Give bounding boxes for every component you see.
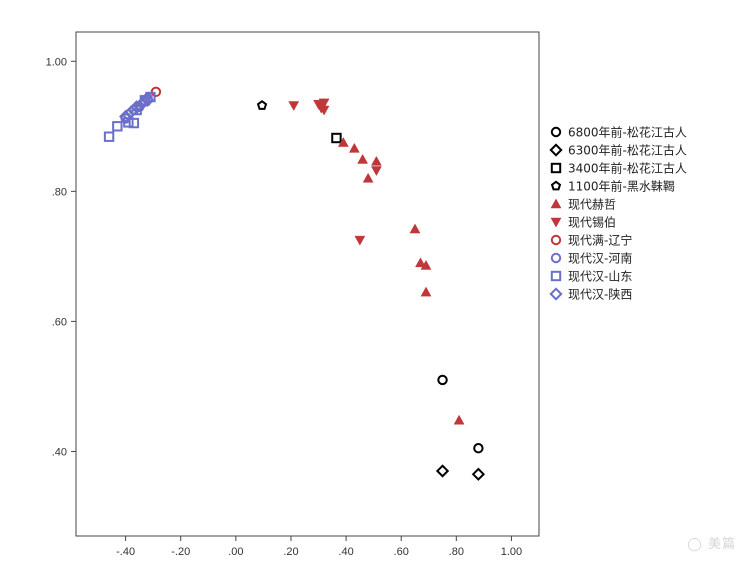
x-tick-label: 1.00 xyxy=(501,546,522,558)
legend-marker xyxy=(549,287,563,301)
legend-label: 3400年前-松花江古人 xyxy=(568,161,687,176)
legend-label: 现代汉-山东 xyxy=(568,270,632,284)
data-point xyxy=(362,172,374,183)
legend-marker xyxy=(550,126,562,138)
data-point xyxy=(409,223,421,234)
x-tick-label: .00 xyxy=(228,546,243,558)
data-point xyxy=(354,235,366,246)
y-tick-label: 1.00 xyxy=(46,56,67,68)
watermark-text: 美篇 xyxy=(707,537,736,552)
legend-marker xyxy=(550,270,562,282)
data-point xyxy=(256,100,268,110)
data-point xyxy=(112,121,123,132)
legend-marker xyxy=(550,198,562,209)
legend-label: 现代汉-河南 xyxy=(568,251,632,266)
data-point xyxy=(318,98,330,109)
data-point xyxy=(370,166,382,177)
data-point xyxy=(357,153,369,164)
x-tick-label: .80 xyxy=(449,546,464,558)
data-point xyxy=(150,86,162,98)
legend-marker xyxy=(550,162,562,174)
data-point xyxy=(415,257,426,268)
data-point xyxy=(288,101,300,112)
legend-label: 现代赫哲 xyxy=(568,198,616,212)
data-point xyxy=(420,259,432,270)
x-tick-label: .20 xyxy=(283,546,298,558)
data-point xyxy=(141,93,155,107)
legend-marker xyxy=(550,252,562,264)
y-tick-label: .80 xyxy=(52,186,67,198)
data-point xyxy=(473,443,484,454)
data-point xyxy=(131,104,142,116)
x-tick-label: .60 xyxy=(394,546,409,558)
legend-marker xyxy=(550,180,562,191)
legend-label: 现代满-辽宁 xyxy=(568,233,632,248)
legend-label: 1100年前-黑水靺鞨 xyxy=(568,179,675,194)
data-point xyxy=(370,155,382,166)
y-tick-label: .60 xyxy=(52,316,67,328)
legend-marker xyxy=(550,217,562,228)
data-point xyxy=(420,286,432,297)
watermark-logo: ◯ 美篇 xyxy=(687,537,736,552)
data-point xyxy=(130,100,144,114)
data-point xyxy=(471,467,485,481)
data-point xyxy=(435,464,450,478)
data-point xyxy=(453,414,465,425)
legend-label: 现代汉-陕西 xyxy=(568,287,632,302)
data-point xyxy=(318,105,330,116)
x-tick-label: -.20 xyxy=(171,546,190,558)
data-point xyxy=(437,374,448,386)
y-tick-label: .40 xyxy=(52,446,67,458)
x-tick-label: .40 xyxy=(338,546,353,558)
legend-label: 现代锡伯 xyxy=(568,215,616,230)
legend-marker xyxy=(550,234,562,246)
x-tick-label: -.40 xyxy=(116,546,135,558)
legend-marker xyxy=(549,143,563,157)
data-point xyxy=(348,142,360,153)
data-point xyxy=(331,132,342,144)
legend-label: 6800年前-松花江古人 xyxy=(568,125,687,140)
data-point xyxy=(135,96,149,111)
data-point xyxy=(337,137,349,147)
legend-label: 6300年前-松花江古人 xyxy=(568,143,687,158)
plot-frame xyxy=(75,31,540,537)
data-point xyxy=(103,131,115,142)
data-point xyxy=(128,117,140,129)
